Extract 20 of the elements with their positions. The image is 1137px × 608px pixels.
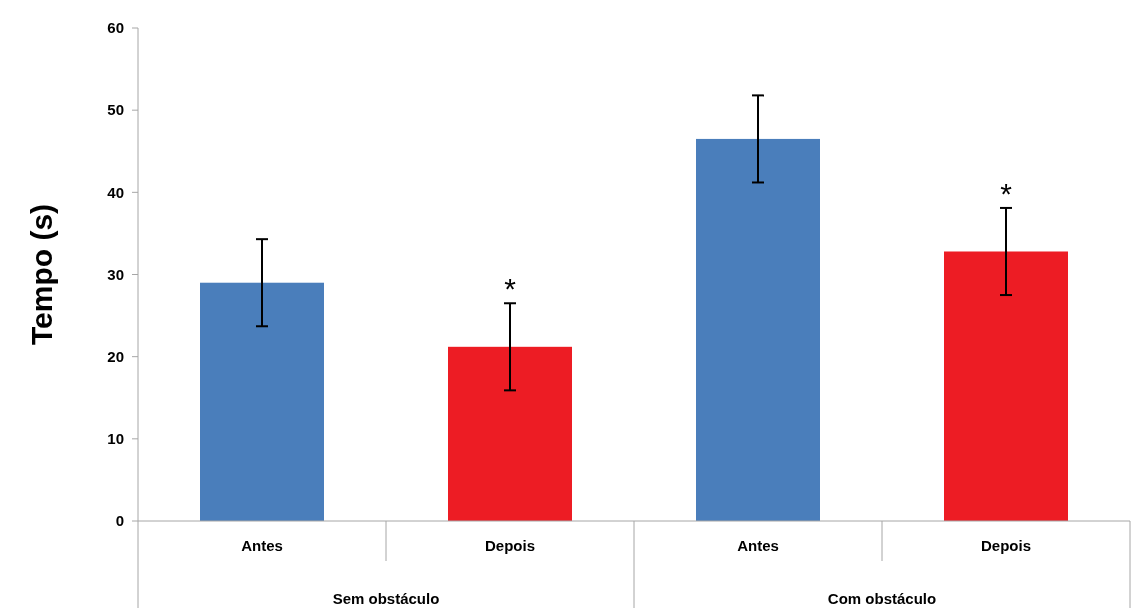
bar: [200, 282, 324, 521]
y-tick-label: 50: [107, 101, 124, 119]
text: Com obstáculo: [827, 590, 937, 607]
y-tick-label: 0: [115, 512, 124, 530]
bar: [944, 251, 1068, 521]
x-tick-label: Depois: [484, 537, 536, 554]
y-tick-label: 30: [107, 265, 124, 283]
text: Sem obstáculo: [332, 590, 440, 607]
x-tick-label: Antes: [737, 537, 779, 554]
y-axis-title: Tempo (s): [25, 203, 58, 346]
bar: [448, 346, 572, 521]
y-tick-label: 20: [107, 347, 124, 365]
y-tick-label: 60: [107, 19, 124, 37]
data-label: *: [504, 272, 517, 306]
y-tick-label: 10: [107, 430, 124, 448]
x-tick-label: Depois: [980, 537, 1032, 554]
bar: [696, 138, 820, 521]
x-tick-label: Antes: [241, 537, 283, 554]
y-tick-label: 40: [107, 183, 124, 201]
data-label: *: [1000, 176, 1013, 210]
